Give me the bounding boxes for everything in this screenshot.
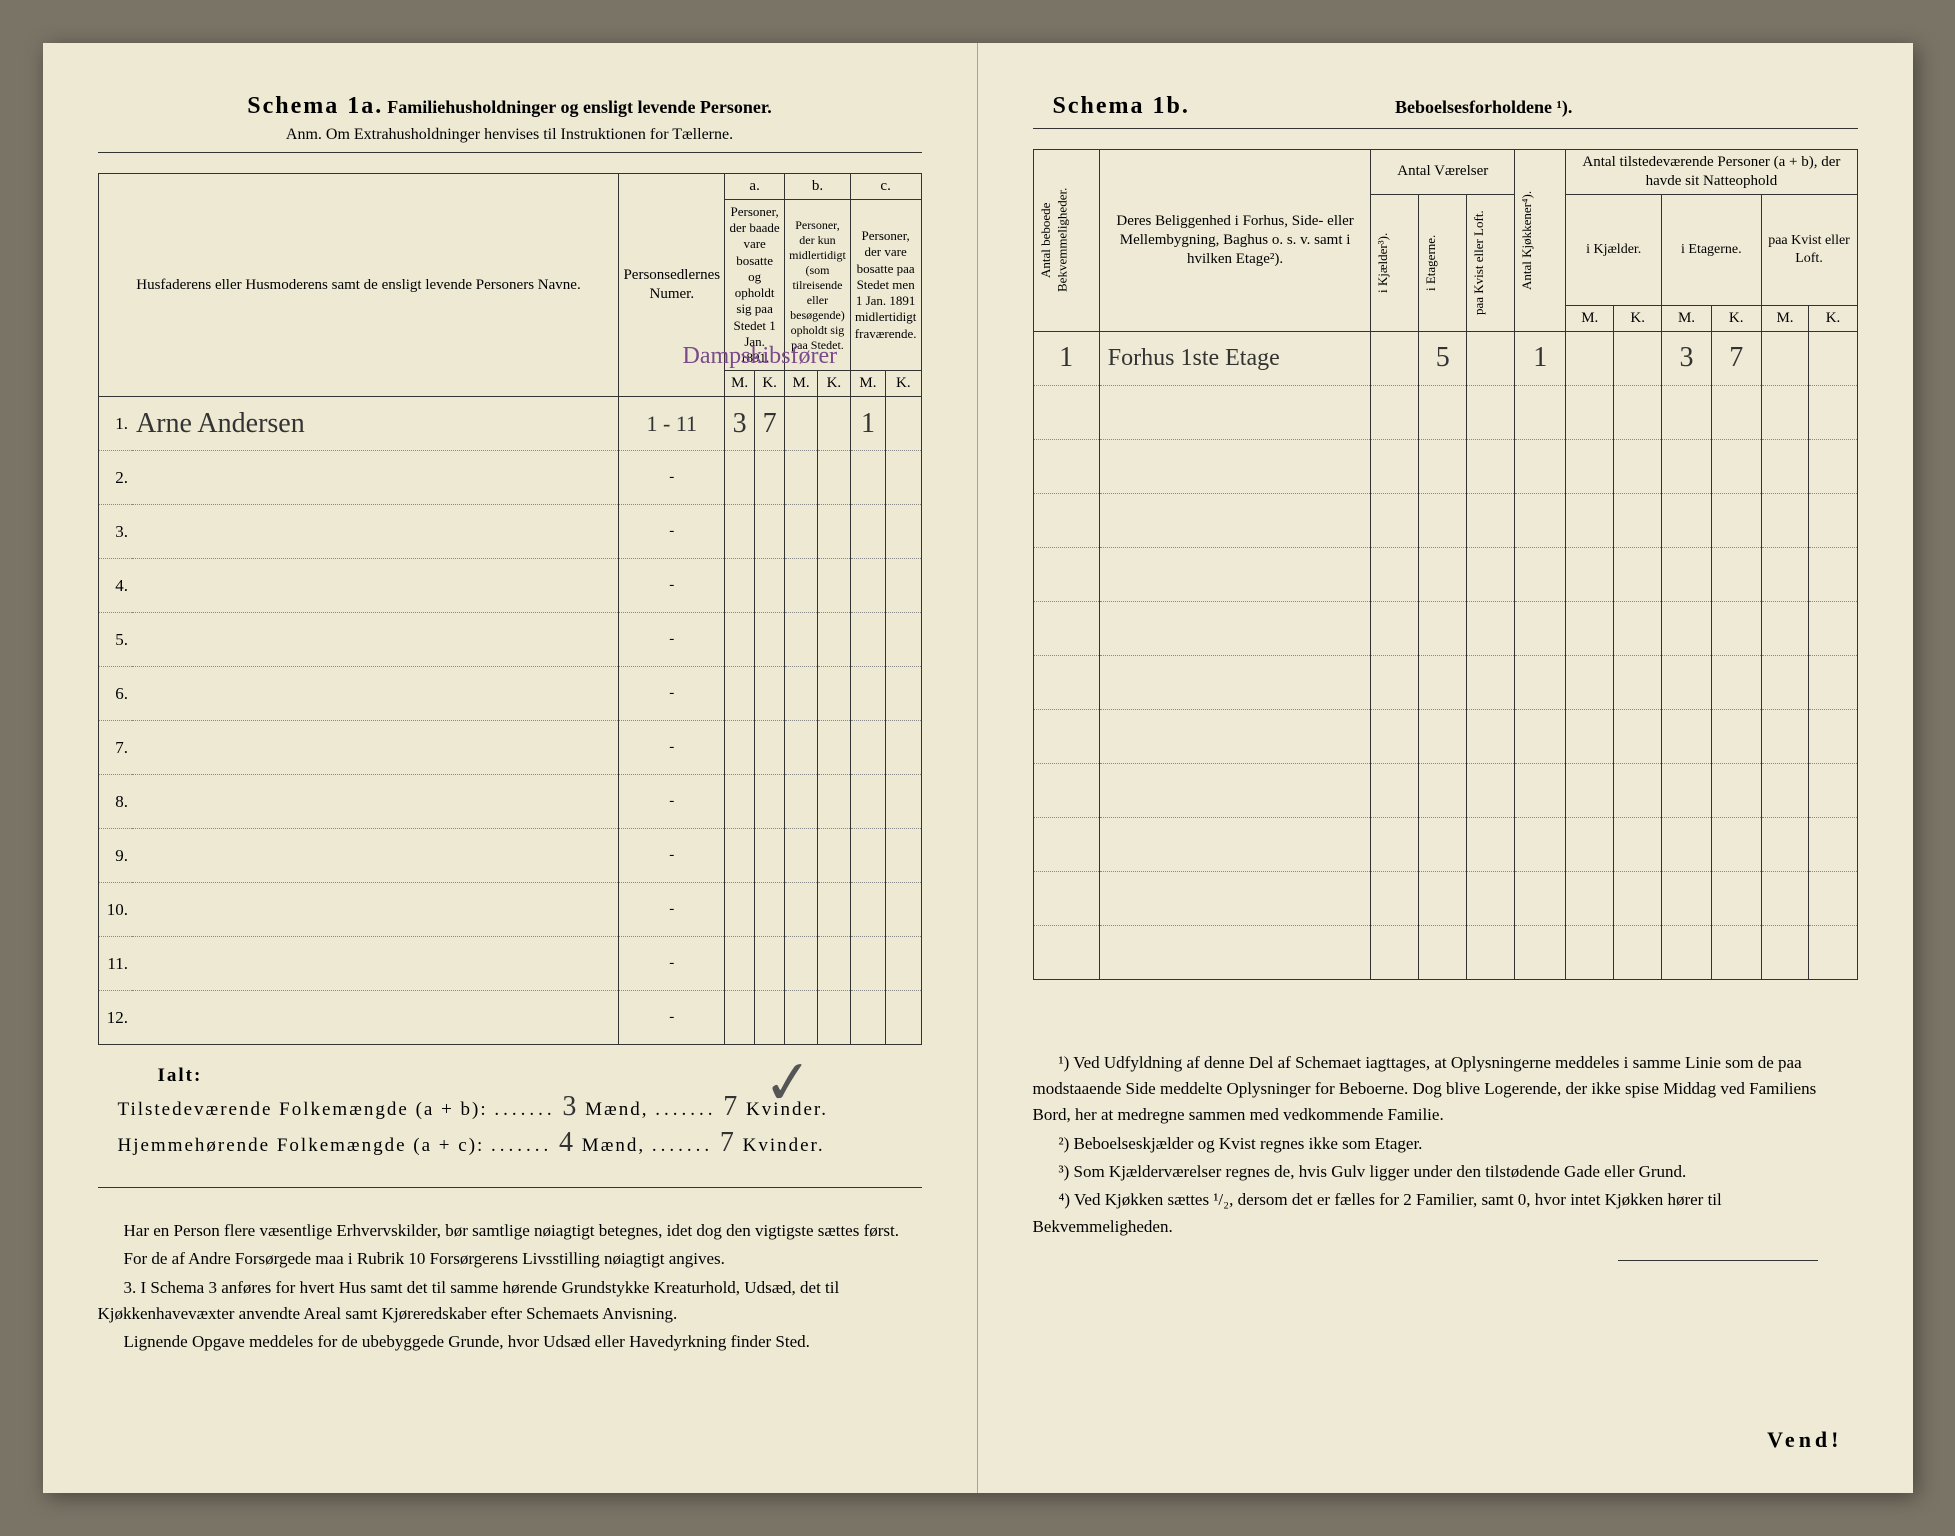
row-1-name: Arne Andersen bbox=[132, 397, 619, 451]
row-1-ak: 7 bbox=[755, 397, 785, 451]
pl-k: K. bbox=[1809, 305, 1857, 331]
r1-plm bbox=[1761, 331, 1809, 385]
a-m: M. bbox=[725, 371, 755, 397]
left-footnotes: Har en Person flere væsentlige Erhvervsk… bbox=[98, 1218, 922, 1356]
col-c: c. bbox=[850, 174, 921, 200]
row-3: 3. bbox=[98, 505, 132, 559]
r1-kjok: 1 bbox=[1515, 331, 1566, 385]
col-b: b. bbox=[785, 174, 851, 200]
census-book: Schema 1a. Familiehusholdninger og ensli… bbox=[43, 43, 1913, 1493]
fn-left-4: Lignende Opgave meddeles for de ubebygge… bbox=[98, 1329, 922, 1355]
row-1-cm: 1 bbox=[850, 397, 885, 451]
col-loft: paa Kvist eller Loft. bbox=[1467, 194, 1515, 331]
fn-right-2: ²) Beboelseskjælder og Kvist regnes ikke… bbox=[1033, 1131, 1858, 1157]
row-2: 2. bbox=[98, 451, 132, 505]
sum-line-2: Hjemmehørende Folkemængde (a + c): .....… bbox=[118, 1127, 922, 1159]
pl-m: M. bbox=[1761, 305, 1809, 331]
r1-kj bbox=[1371, 331, 1419, 385]
schema-1a-label: Schema 1a. bbox=[247, 93, 383, 119]
r1-plk bbox=[1809, 331, 1857, 385]
row-10: 10. bbox=[98, 883, 132, 937]
row-1-num: 1. bbox=[98, 397, 132, 451]
row-9: 9. bbox=[98, 829, 132, 883]
fn-right-3: ³) Som Kjælderværelser regnes de, hvis G… bbox=[1033, 1159, 1858, 1185]
c-m: M. bbox=[850, 371, 885, 397]
row-5: 5. bbox=[98, 613, 132, 667]
col-ploft: paa Kvist eller Loft. bbox=[1761, 194, 1857, 305]
footnote-rule bbox=[98, 1187, 922, 1188]
col-pers: Antal tilstedeværende Personer (a + b), … bbox=[1566, 150, 1857, 195]
row-4: 4. bbox=[98, 559, 132, 613]
schema-1b-label: Schema 1b. bbox=[1053, 93, 1190, 120]
row-1-occupation: Dampskibsfører bbox=[683, 343, 838, 370]
col-belig: Deres Beliggenhed i Forhus, Side- eller … bbox=[1099, 150, 1371, 332]
schema-1b-table: Antal beboede Bekvemmeligheder. Deres Be… bbox=[1033, 149, 1858, 980]
fn-right-4: ⁴) Ved Kjøkken sættes ¹/₂, dersom det er… bbox=[1033, 1187, 1858, 1240]
fn-right-1: ¹) Ved Udfyldning af denne Del af Schema… bbox=[1033, 1050, 1858, 1129]
r1-petk: 7 bbox=[1711, 331, 1761, 385]
row-1-bk bbox=[817, 397, 850, 451]
c-k: K. bbox=[886, 371, 921, 397]
r1-bekv: 1 bbox=[1033, 331, 1099, 385]
anm-note: Anm. Om Extrahusholdninger henvises til … bbox=[98, 126, 922, 144]
row-1-ck bbox=[886, 397, 921, 451]
col-antal-v: Antal Værelser bbox=[1371, 150, 1515, 195]
title-rule-right bbox=[1033, 128, 1858, 129]
r1-et: 5 bbox=[1419, 331, 1467, 385]
schema-1a-table: Husfaderens eller Husmoderens samt de en… bbox=[98, 173, 922, 1045]
row-6: 6. bbox=[98, 667, 132, 721]
row-8: 8. bbox=[98, 775, 132, 829]
fn-left-3: 3. I Schema 3 anføres for hvert Hus samt… bbox=[98, 1275, 922, 1328]
row-11: 11. bbox=[98, 937, 132, 991]
row-1-bm bbox=[785, 397, 818, 451]
row-7: 7. bbox=[98, 721, 132, 775]
pkj-m: M. bbox=[1566, 305, 1614, 331]
check-mark-icon: ✓ bbox=[760, 1046, 816, 1120]
row-12: 12. bbox=[98, 991, 132, 1045]
r1-pkjm bbox=[1566, 331, 1614, 385]
pet-m: M. bbox=[1662, 305, 1712, 331]
col-c-desc: Personer, der vare bosatte paa Stedet me… bbox=[850, 199, 921, 371]
row-1-seq: 1 - 11 bbox=[619, 397, 725, 451]
fn-left-2: For de af Andre Forsørgede maa i Rubrik … bbox=[98, 1246, 922, 1272]
b-m: M. bbox=[785, 371, 818, 397]
fn-left-1: Har en Person flere væsentlige Erhvervsk… bbox=[98, 1218, 922, 1244]
col-a: a. bbox=[725, 174, 785, 200]
row-1-am: 3 bbox=[725, 397, 755, 451]
schema-1a-subtitle: Familiehusholdninger og ensligt levende … bbox=[387, 97, 772, 117]
right-page: Schema 1b. Beboelsesforholdene ¹). Antal… bbox=[978, 43, 1913, 1493]
pet-k: K. bbox=[1711, 305, 1761, 331]
r1-belig: Forhus 1ste Etage bbox=[1099, 331, 1371, 385]
right-footnotes: ¹) Ved Udfyldning af denne Del af Schema… bbox=[1033, 1050, 1858, 1240]
title-rule bbox=[98, 152, 922, 153]
schema-1b-title: Schema 1b. Beboelsesforholdene ¹). bbox=[1033, 93, 1858, 120]
col-pet: i Etagerne. bbox=[1662, 194, 1761, 305]
a-k: K. bbox=[755, 371, 785, 397]
col-pkj: i Kjælder. bbox=[1566, 194, 1662, 305]
left-page: Schema 1a. Familiehusholdninger og ensli… bbox=[43, 43, 978, 1493]
col-bekv: Antal beboede Bekvemmeligheder. bbox=[1033, 150, 1099, 332]
r1-loft bbox=[1467, 331, 1515, 385]
vend-label: Vend! bbox=[1767, 1427, 1842, 1453]
schema-1a-title: Schema 1a. Familiehusholdninger og ensli… bbox=[98, 93, 922, 120]
col-names: Husfaderens eller Husmoderens samt de en… bbox=[98, 174, 619, 397]
b-k: K. bbox=[817, 371, 850, 397]
col-et: i Etagerne. bbox=[1419, 194, 1467, 331]
r1-petm: 3 bbox=[1662, 331, 1712, 385]
pkj-k: K. bbox=[1614, 305, 1662, 331]
vend-rule bbox=[1618, 1260, 1818, 1261]
col-kj: i Kjælder³). bbox=[1371, 194, 1419, 331]
schema-1b-subtitle: Beboelsesforholdene ¹). bbox=[1395, 97, 1572, 118]
r1-pkjk bbox=[1614, 331, 1662, 385]
col-kjok: Antal Kjøkkener⁴). bbox=[1515, 150, 1566, 332]
